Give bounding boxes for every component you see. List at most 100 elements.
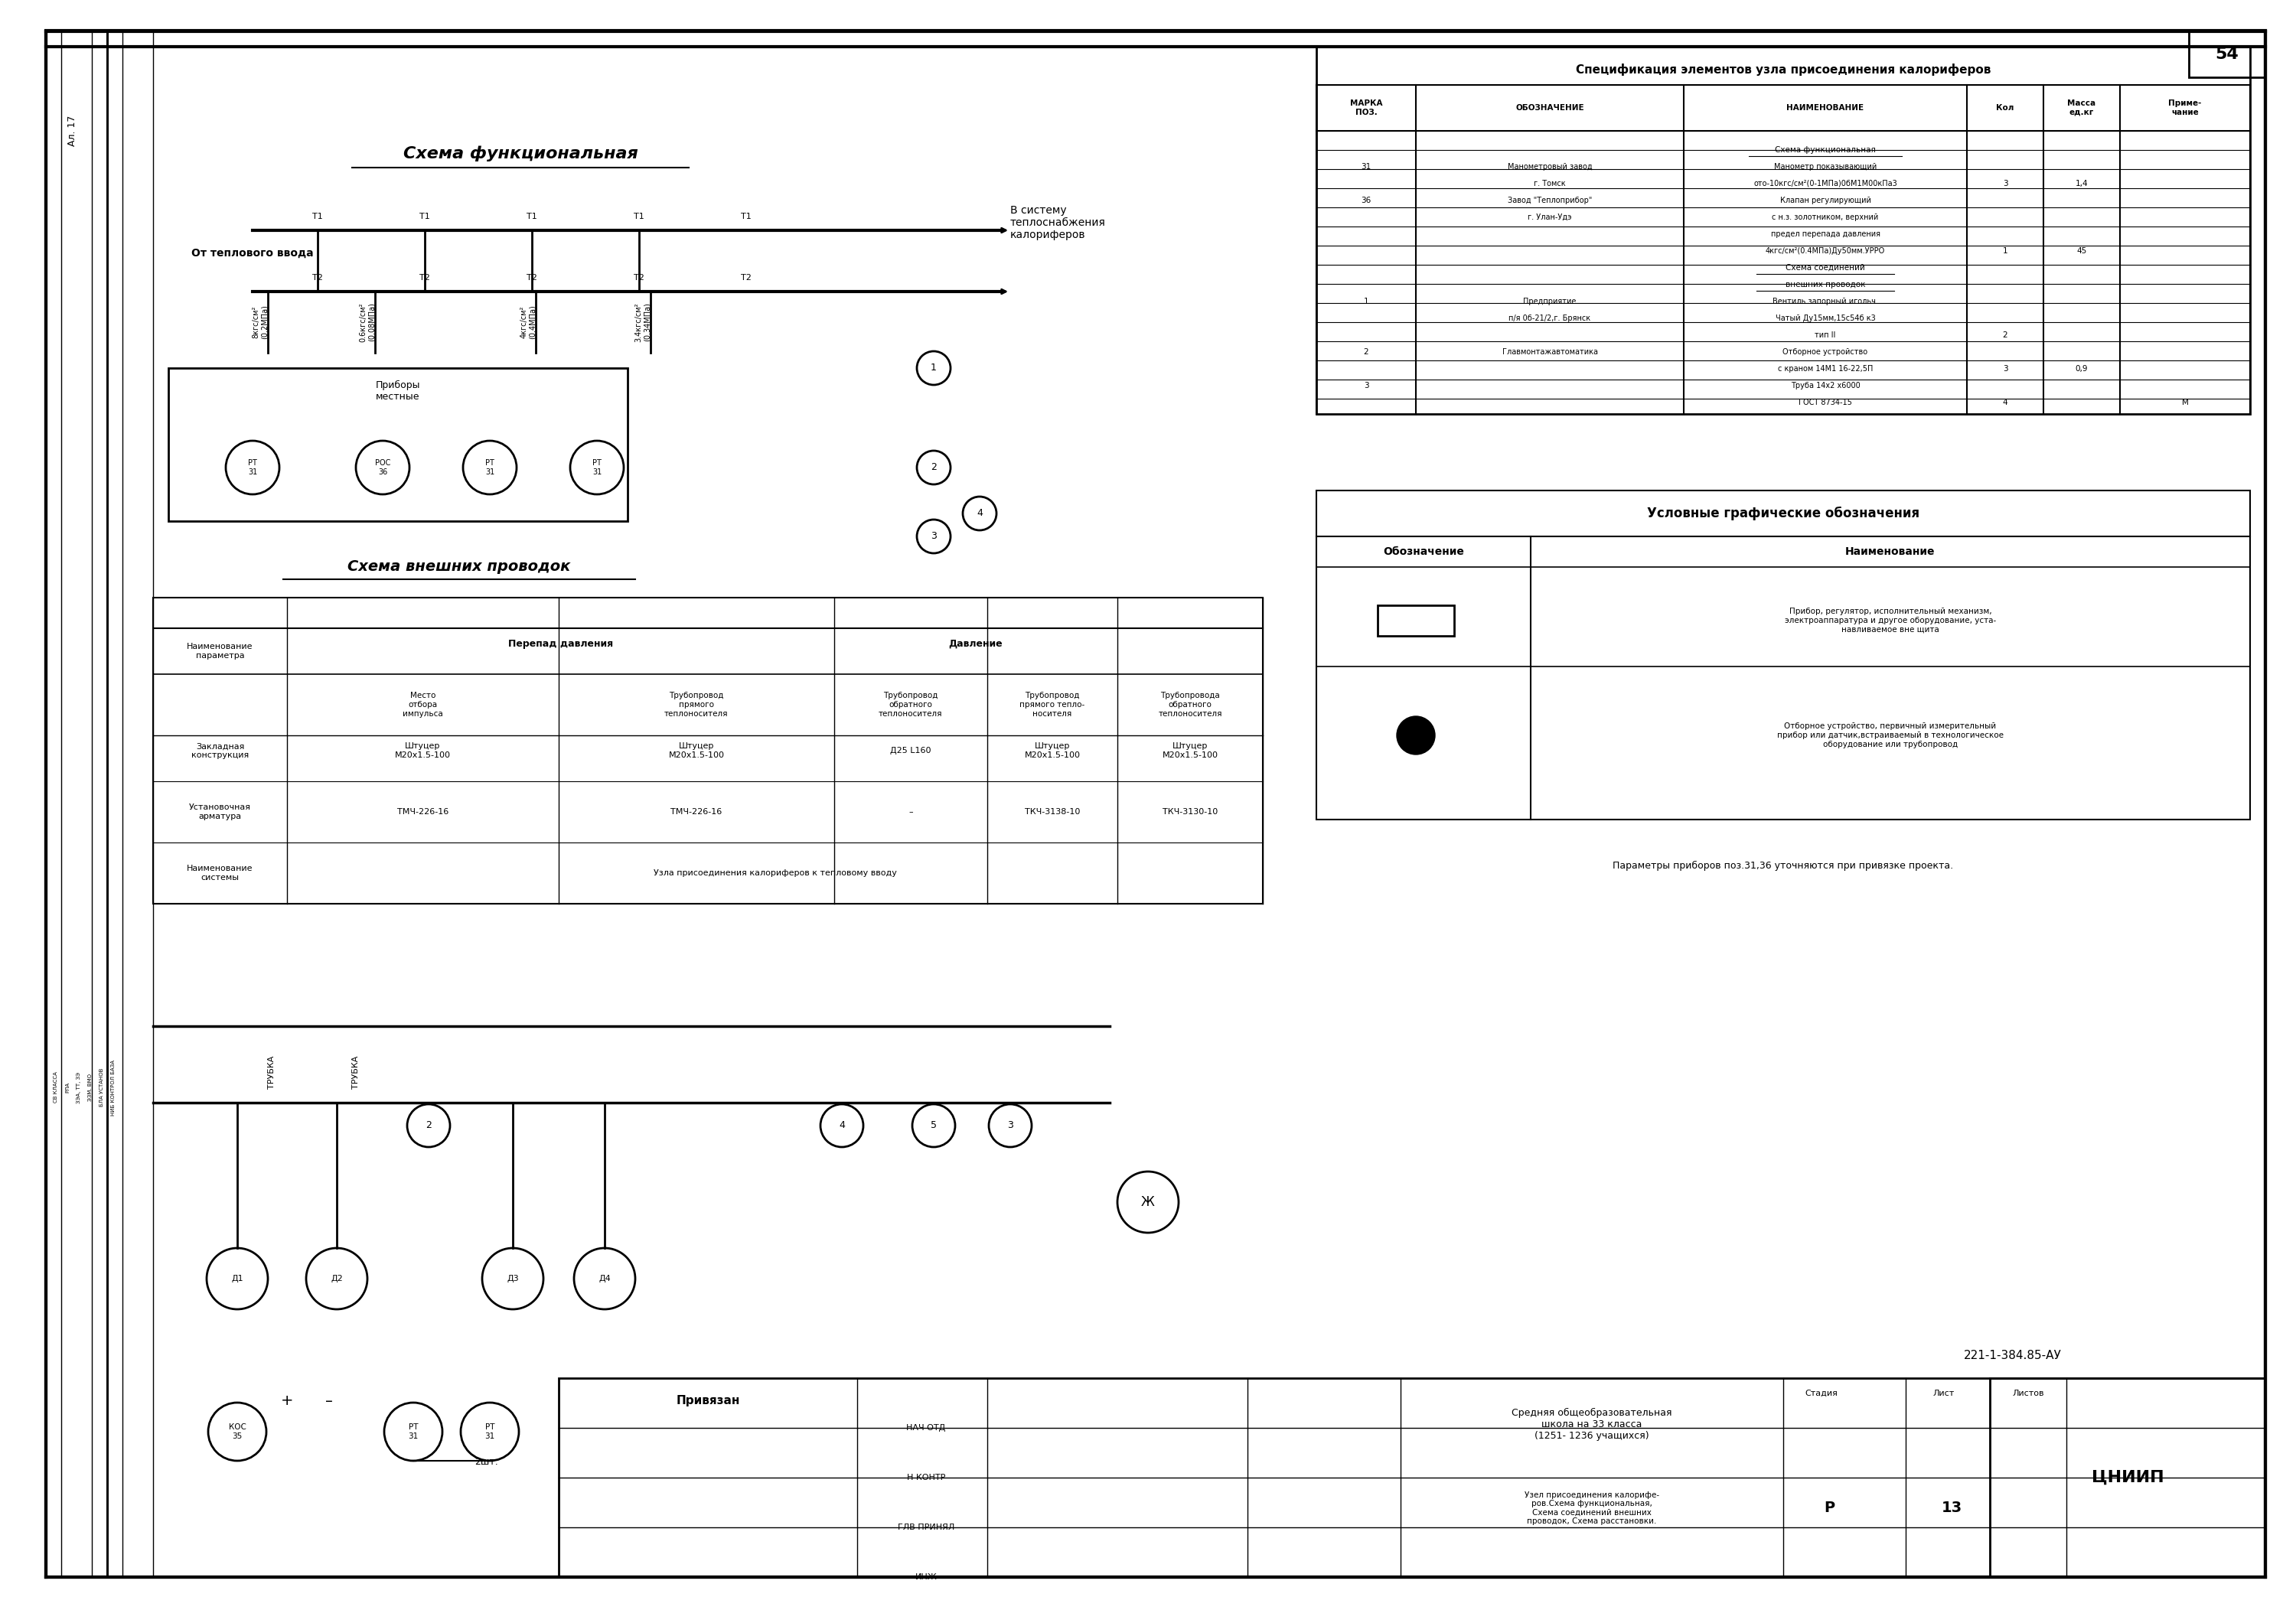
- Text: ГОСТ 8734-15: ГОСТ 8734-15: [1798, 399, 1853, 406]
- Text: Клапан регулирующий: Клапан регулирующий: [1779, 196, 1871, 204]
- Text: М: М: [2181, 399, 2188, 406]
- Text: Т1: Т1: [420, 213, 429, 221]
- Text: Приме-
чание: Приме- чание: [2167, 99, 2202, 117]
- Text: Д4: Д4: [599, 1274, 611, 1282]
- Text: РЛА: РЛА: [64, 1083, 69, 1092]
- Text: 45: 45: [2076, 247, 2087, 255]
- Text: Закладная
конструкция: Закладная конструкция: [191, 742, 248, 760]
- Text: ТМЧ-226-16: ТМЧ-226-16: [670, 808, 723, 816]
- Text: ТКЧ-3130-10: ТКЧ-3130-10: [1162, 808, 1217, 816]
- Text: Трубопровод
прямого тепло-
носителя: Трубопровод прямого тепло- носителя: [1019, 691, 1086, 717]
- Bar: [1316, 47, 2250, 414]
- Text: НАИМЕНОВАНИЕ: НАИМЕНОВАНИЕ: [1786, 104, 1864, 112]
- Text: Схема функциональная: Схема функциональная: [1775, 146, 1876, 154]
- Text: г. Томск: г. Томск: [1534, 180, 1566, 188]
- Text: Т1: Т1: [742, 213, 751, 221]
- Text: Н КОНТР: Н КОНТР: [907, 1474, 946, 1482]
- Bar: [46, 31, 108, 1578]
- Text: Ал. 17: Ал. 17: [69, 115, 78, 146]
- Text: Схема функциональная: Схема функциональная: [404, 146, 638, 162]
- Text: Схема внешних проводок: Схема внешних проводок: [347, 560, 572, 575]
- Text: Штуцер
М20х1.5-100: Штуцер М20х1.5-100: [668, 742, 726, 760]
- Text: Вентиль запорный игольч.: Вентиль запорный игольч.: [1773, 297, 1878, 305]
- Text: Отборное устройство: Отборное устройство: [1782, 349, 1869, 355]
- Bar: [1378, 605, 1453, 636]
- Text: 4кгс/см²(0.4МПа)Ду50мм.УРРО: 4кгс/см²(0.4МПа)Ду50мм.УРРО: [1766, 247, 1885, 255]
- Text: Труба 14х2 х6000: Труба 14х2 х6000: [1791, 381, 1860, 390]
- Text: –: –: [909, 808, 914, 816]
- Text: Д25 L160: Д25 L160: [891, 747, 932, 755]
- Text: 54: 54: [2216, 47, 2239, 62]
- Text: Трубопровод
прямого
теплоносителя: Трубопровод прямого теплоносителя: [664, 691, 728, 717]
- Text: Ж: Ж: [1141, 1195, 1155, 1209]
- Bar: [1316, 490, 2250, 820]
- Text: НИБ КОНТРОЛ БАЗА: НИБ КОНТРОЛ БАЗА: [110, 1060, 115, 1115]
- Text: 31: 31: [1362, 162, 1371, 170]
- Circle shape: [1396, 716, 1435, 755]
- Text: 3: 3: [2002, 180, 2007, 188]
- Text: Главмонтажавтоматика: Главмонтажавтоматика: [1502, 349, 1598, 355]
- Text: ЭЗМ. ВМО: ЭЗМ. ВМО: [87, 1073, 92, 1100]
- Text: Т2: Т2: [526, 274, 537, 282]
- Text: Д3: Д3: [507, 1274, 519, 1282]
- Text: РТ
31: РТ 31: [409, 1423, 418, 1440]
- Text: 4: 4: [2002, 399, 2007, 406]
- Text: Схема соединений: Схема соединений: [1786, 265, 1864, 271]
- Text: МАРКА
ПОЗ.: МАРКА ПОЗ.: [1350, 99, 1382, 117]
- Text: РОС
36: РОС 36: [374, 459, 390, 476]
- Text: с краном 14М1 16-22,5П: с краном 14М1 16-22,5П: [1777, 365, 1874, 373]
- Text: Предприятие: Предприятие: [1522, 297, 1577, 305]
- Text: ТРУБКА: ТРУБКА: [269, 1055, 276, 1089]
- Text: Параметры приборов поз.31,36 уточняются при привязке проекта.: Параметры приборов поз.31,36 уточняются …: [1612, 860, 1954, 870]
- Text: Д2: Д2: [331, 1274, 342, 1282]
- Text: РТ
31: РТ 31: [592, 459, 602, 476]
- Text: 1,4: 1,4: [2076, 180, 2087, 188]
- Text: Лист: Лист: [1933, 1389, 1954, 1397]
- Text: Узел присоединения калорифе-
ров.Схема функциональная,
Схема соединений внешних
: Узел присоединения калорифе- ров.Схема ф…: [1525, 1492, 1660, 1526]
- Text: 3: 3: [1008, 1120, 1013, 1131]
- Text: Чатый Ду15мм,15с54б к3: Чатый Ду15мм,15с54б к3: [1775, 315, 1876, 321]
- Text: предел перепада давления: предел перепада давления: [1770, 230, 1880, 239]
- Bar: [168, 368, 627, 521]
- Text: 3: 3: [1364, 381, 1368, 390]
- Text: Т2: Т2: [634, 274, 645, 282]
- Text: ГЛВ ПРИНЯЛ: ГЛВ ПРИНЯЛ: [898, 1524, 955, 1530]
- Text: Отборное устройство, первичный измерительный
прибор или датчик,встраиваемый в те: Отборное устройство, первичный измерител…: [1777, 722, 2004, 748]
- Text: КОС
35: КОС 35: [230, 1423, 246, 1440]
- Text: Средняя общеобразовательная
школа на 33 класса
(1251- 1236 учащихся): Средняя общеобразовательная школа на 33 …: [1511, 1407, 1671, 1441]
- Text: Перепад давления: Перепад давления: [507, 638, 613, 649]
- Text: п/я 0б-21/2,г. Брянск: п/я 0б-21/2,г. Брянск: [1508, 315, 1591, 321]
- Text: 2: 2: [425, 1120, 432, 1131]
- Text: 3: 3: [2002, 365, 2007, 373]
- Text: Штуцер
М20х1.5-100: Штуцер М20х1.5-100: [1024, 742, 1079, 760]
- Text: Установочная
арматура: Установочная арматура: [188, 803, 250, 820]
- Text: Штуцер
М20х1.5-100: Штуцер М20х1.5-100: [395, 742, 450, 760]
- Text: Масса
ед.кг: Масса ед.кг: [2066, 99, 2096, 117]
- Text: Спецификация элементов узла присоединения калориферов: Спецификация элементов узла присоединени…: [1575, 63, 1991, 76]
- Text: 3.4кгс/см²
(0.34МПа): 3.4кгс/см² (0.34МПа): [634, 302, 652, 342]
- Text: Штуцер
М20х1.5-100: Штуцер М20х1.5-100: [1162, 742, 1217, 760]
- Text: ЗЭА, ТТ, ЗЭ: ЗЭА, ТТ, ЗЭ: [76, 1071, 80, 1104]
- Text: 1: 1: [2002, 247, 2007, 255]
- Text: 2шт.: 2шт.: [475, 1457, 498, 1467]
- Bar: [154, 597, 1263, 904]
- Text: 2: 2: [2002, 331, 2007, 339]
- Text: Стадия: Стадия: [1805, 1389, 1837, 1397]
- Text: 36: 36: [1362, 196, 1371, 204]
- Text: Наименование: Наименование: [1846, 547, 1936, 557]
- Text: Листов: Листов: [2011, 1389, 2043, 1397]
- Text: тип II: тип II: [1814, 331, 1837, 339]
- Text: Узла присоединения калориферов к тепловому вводу: Узла присоединения калориферов к теплово…: [654, 870, 895, 876]
- Text: ИНЖ: ИНЖ: [916, 1573, 937, 1581]
- Text: с н.з. золотником, верхний: с н.з. золотником, верхний: [1773, 214, 1878, 221]
- Text: Место
отбора
импульса: Место отбора импульса: [402, 691, 443, 717]
- Text: Трубопровода
обратного
теплоносителя: Трубопровода обратного теплоносителя: [1157, 691, 1221, 717]
- Text: 1: 1: [930, 364, 937, 373]
- Text: ОБОЗНАЧЕНИЕ: ОБОЗНАЧЕНИЕ: [1515, 104, 1584, 112]
- Text: Наименование
параметра: Наименование параметра: [186, 643, 253, 659]
- Text: ото-10кгс/см²(0-1МПа)0бМ1М00кПа3: ото-10кгс/см²(0-1МПа)0бМ1М00кПа3: [1754, 180, 1896, 188]
- Text: Манометр показывающий: Манометр показывающий: [1775, 162, 1876, 170]
- Text: Манометровый завод: Манометровый завод: [1508, 162, 1591, 170]
- Text: ТКЧ-3138-10: ТКЧ-3138-10: [1024, 808, 1079, 816]
- Text: Кол: Кол: [1995, 104, 2014, 112]
